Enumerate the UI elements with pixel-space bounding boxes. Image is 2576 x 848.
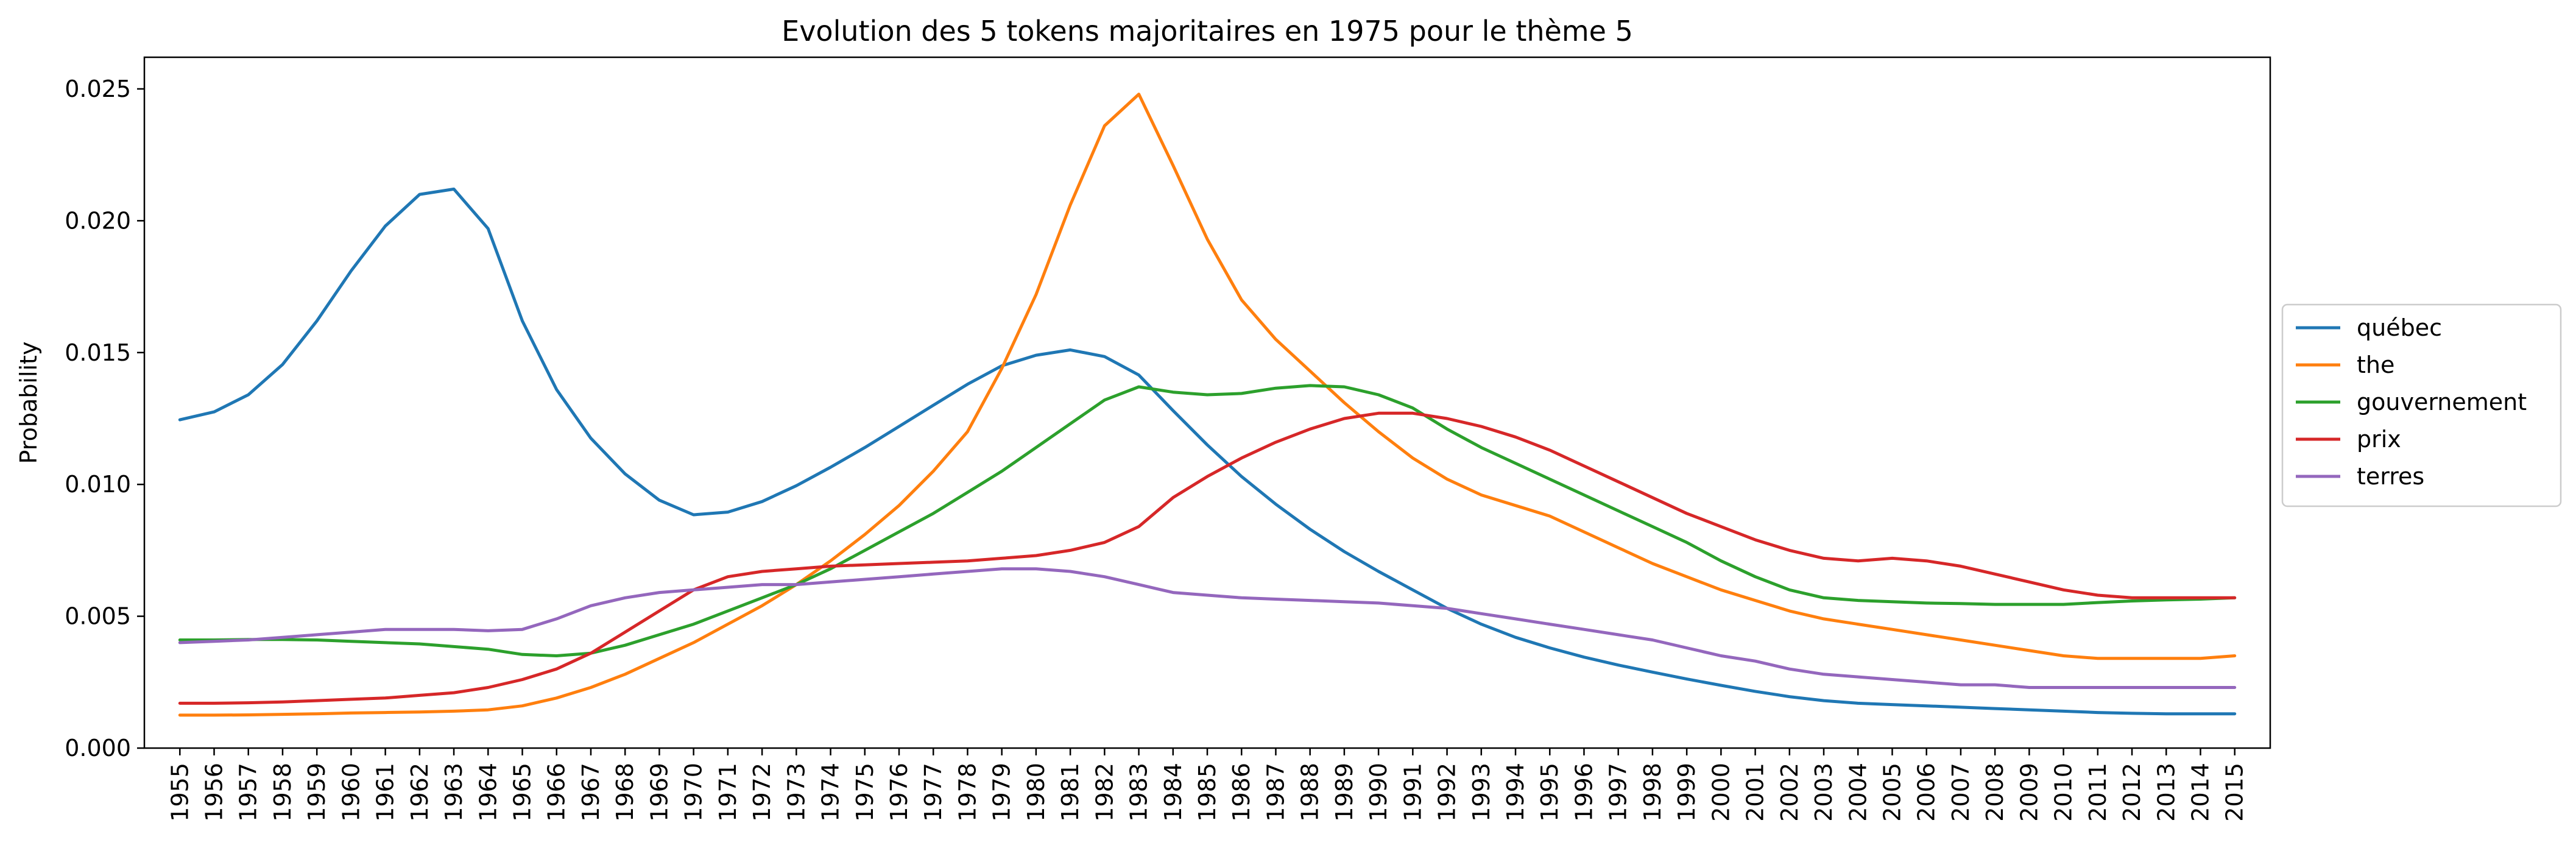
x-tick-label: 1958: [269, 763, 296, 822]
x-tick-label: 1978: [954, 763, 981, 822]
x-tick-label: 1974: [817, 763, 844, 822]
x-tick-label: 1960: [337, 763, 364, 822]
x-tick-label: 1983: [1126, 763, 1152, 822]
x-tick-label: 1981: [1057, 763, 1084, 822]
x-tick-label: 2000: [1707, 763, 1734, 822]
x-tick-label: 1955: [166, 763, 193, 822]
x-tick-label: 1982: [1091, 763, 1118, 822]
x-tick-label: 2008: [1981, 763, 2008, 822]
x-tick-label: 1985: [1194, 763, 1221, 822]
x-tick-label: 1993: [1468, 763, 1495, 822]
x-tick-label: 1965: [509, 763, 536, 822]
x-tick-label: 1971: [715, 763, 741, 822]
x-tick-label: 1986: [1228, 763, 1255, 822]
x-tick-label: 1999: [1673, 763, 1700, 822]
x-tick-label: 1997: [1605, 763, 1632, 822]
x-tick-label: 1962: [406, 763, 433, 822]
legend-label-gouvernement: gouvernement: [2357, 389, 2527, 415]
x-tick-label: 1995: [1536, 763, 1563, 822]
x-tick-label: 1966: [543, 763, 570, 822]
legend-box: [2281, 303, 2562, 507]
x-tick-label: 1977: [920, 763, 947, 822]
x-tick-label: 1969: [646, 763, 672, 822]
plot-area: 0.000 0.005 0.010 0.015 0.020 0.025 1955 1956 19…: [65, 56, 2271, 822]
x-tick-label: 2011: [2084, 763, 2111, 822]
x-tick-label: 1979: [989, 763, 1015, 822]
x-tick-label: 1968: [612, 763, 638, 822]
x-tick-label: 1961: [372, 763, 399, 822]
x-tick-label: 2002: [1776, 763, 1803, 822]
x-tick-label: 2006: [1913, 763, 1940, 822]
x-tick-label: 1973: [783, 763, 810, 822]
x-tick-label: 1957: [235, 763, 262, 822]
x-tick-label: 1992: [1434, 763, 1461, 822]
chart-title: Evolution des 5 tokens majoritaires en 1…: [782, 15, 1633, 48]
x-tick-label: 2012: [2119, 763, 2145, 822]
y-tick-label: 0.025: [65, 76, 131, 102]
x-tick-label: 2005: [1879, 763, 1905, 822]
x-tick-label: 1976: [886, 763, 912, 822]
x-tick-label: 1990: [1365, 763, 1392, 822]
x-tick-label: 1996: [1570, 763, 1597, 822]
legend: québec the gouvernement prix terres: [2281, 303, 2562, 507]
x-tick-label: 1998: [1639, 763, 1666, 822]
y-tick-label: 0.010: [65, 471, 131, 498]
x-tick-label: 2003: [1810, 763, 1837, 822]
series-line-prix: [178, 411, 2237, 705]
x-tick-label: 1959: [303, 763, 330, 822]
x-tick-label: 2015: [2221, 763, 2248, 822]
x-tick-label: 1964: [475, 763, 501, 822]
series-line-the: [178, 93, 2237, 717]
series-line-terres: [178, 567, 2237, 689]
x-tick-label: 1980: [1023, 763, 1050, 822]
x-tick-label: 2009: [2016, 763, 2042, 822]
x-tick-label: 2007: [1947, 763, 1974, 822]
legend-label-the: the: [2357, 352, 2394, 378]
x-tick-label: 1975: [852, 763, 878, 822]
y-axis-label: Probability: [15, 342, 42, 464]
y-tick-label: 0.020: [65, 207, 131, 234]
x-tick-label: 1970: [680, 763, 707, 822]
legend-label-prix: prix: [2357, 426, 2401, 453]
x-tick-label: 1991: [1399, 763, 1426, 822]
legend-label-terres: terres: [2357, 463, 2424, 490]
y-tick-label: 0.015: [65, 339, 131, 366]
x-tick-label: 1987: [1262, 763, 1289, 822]
x-tick-label: 1963: [440, 763, 467, 822]
x-tick-label: 1972: [749, 763, 775, 822]
x-tick-label: 1984: [1160, 763, 1187, 822]
series-line-québec: [178, 187, 2237, 716]
x-tick-label: 1989: [1331, 763, 1358, 822]
x-tick-label: 1967: [577, 763, 604, 822]
x-tick-label: 2010: [2050, 763, 2077, 822]
series-line-gouvernement: [178, 384, 2237, 657]
x-tick-label: 2013: [2153, 763, 2179, 822]
y-tick-label: 0.000: [65, 735, 131, 761]
x-tick-label: 2004: [1844, 763, 1871, 822]
x-tick-label: 1994: [1502, 763, 1529, 822]
x-tick-label: 2014: [2187, 763, 2214, 822]
y-tick-label: 0.005: [65, 603, 131, 630]
legend-label-québec: québec: [2357, 314, 2442, 341]
x-tick-label: 1956: [201, 763, 228, 822]
x-tick-label: 2001: [1742, 763, 1769, 822]
x-tick-label: 1988: [1297, 763, 1324, 822]
